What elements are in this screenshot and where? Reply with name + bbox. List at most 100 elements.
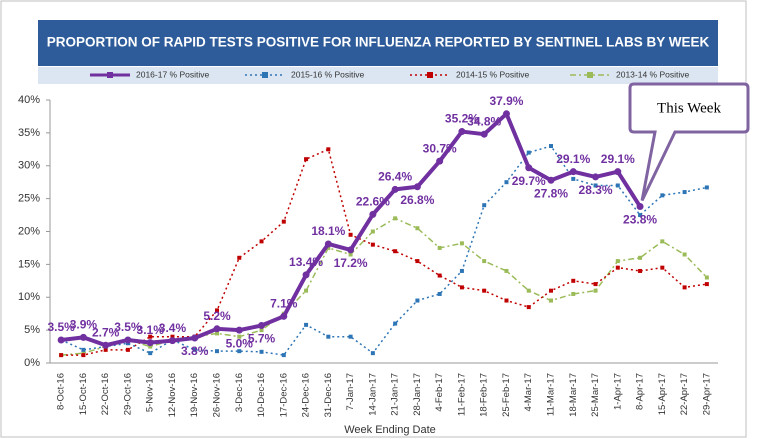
data-point [191,334,199,342]
data-label: 7.1% [270,296,298,310]
data-point [638,213,643,218]
x-tick-label: 21-Jan-17 [390,373,401,416]
data-point [614,168,622,176]
data-point [102,341,110,349]
data-point [526,288,531,293]
data-point [57,336,65,344]
y-tick-label: 10% [18,291,40,303]
data-point [636,203,644,211]
data-point [615,259,620,264]
data-point [593,282,598,287]
data-point [370,229,375,234]
data-point [704,185,709,190]
data-point [393,216,398,221]
legend-marker [587,72,593,78]
data-point [569,168,577,176]
data-point [259,328,264,333]
data-point [393,249,398,254]
legend-label: 2015-16 % Positive [291,69,365,79]
data-point [215,349,219,354]
data-point [660,239,665,244]
data-label: 3.5% [114,320,142,334]
data-point [704,275,709,280]
data-point [146,339,154,347]
data-label: 37.9% [489,94,523,108]
data-point [148,344,153,349]
title-bar [38,20,718,66]
data-point [170,334,175,339]
y-tick-label: 20% [18,225,40,237]
data-point [237,349,242,354]
data-point [413,183,421,191]
data-point [482,259,487,264]
data-point [571,291,576,296]
x-tick-label: 22-Apr-17 [679,373,690,415]
x-tick-label: 17-Dec-16 [278,373,289,417]
data-label: 23.8% [623,213,657,227]
x-tick-label: 31-Dec-16 [323,373,334,417]
data-label: 5.0% [226,336,254,350]
data-point [326,245,331,250]
data-point [525,164,533,172]
data-point [324,240,332,248]
data-point [415,298,420,303]
data-point [124,336,132,344]
x-tick-label: 22-Oct-16 [100,373,111,415]
data-point [482,203,487,208]
data-label: 30.7% [423,141,457,155]
legend-marker [107,72,113,78]
data-point [215,331,219,336]
series-line [61,217,708,356]
data-point [281,353,286,358]
data-point [549,144,553,149]
data-point [370,351,375,356]
y-tick-label: 0% [24,357,40,369]
data-label: 26.4% [378,170,412,184]
x-tick-label: 4-Mar-17 [523,373,534,412]
y-tick-label: 30% [18,160,40,172]
data-point [304,288,309,293]
data-point [459,241,464,246]
y-tick-label: 35% [18,127,40,139]
data-label: 13.4% [289,255,323,269]
x-tick-label: 7-Jan-17 [345,373,356,411]
x-tick-label: 4-Feb-17 [434,373,445,412]
data-point [593,288,598,293]
x-tick-label: 15-Oct-16 [78,373,89,415]
data-label: 3.9% [70,318,98,332]
y-tick-label: 40% [18,94,40,106]
data-point [81,353,86,358]
x-tick-label: 29-Oct-16 [122,373,133,415]
x-tick-label: 14-Jan-17 [367,373,378,416]
callout [628,82,750,202]
data-point [502,110,510,118]
legend-strip [38,67,718,84]
x-tick-label: 29-Apr-17 [701,373,712,415]
data-point [326,147,331,152]
data-point [504,180,509,185]
data-point [415,259,420,264]
data-label: 27.8% [534,186,568,200]
data-point [281,219,286,224]
y-tick-label: 25% [18,193,40,205]
x-tick-label: 24-Dec-16 [301,373,312,417]
data-point [459,268,464,273]
data-point [148,334,153,339]
data-point [482,288,487,293]
data-label: 3.1% [137,323,165,337]
x-tick-label: 8-Apr-17 [635,373,646,410]
data-point [437,245,442,250]
data-point [437,291,442,296]
x-tick-label: 18-Mar-17 [568,373,579,417]
x-tick-label: 5-Nov-16 [145,373,156,412]
x-tick-label: 15-Apr-17 [657,373,668,415]
data-point [547,176,555,184]
data-point [213,325,221,333]
legend-marker [427,72,433,78]
data-point [504,268,509,273]
y-tick-label: 5% [24,324,40,336]
data-point [458,128,466,136]
data-label: 5.2% [203,309,231,323]
legend-label: 2013-14 % Positive [616,69,690,79]
